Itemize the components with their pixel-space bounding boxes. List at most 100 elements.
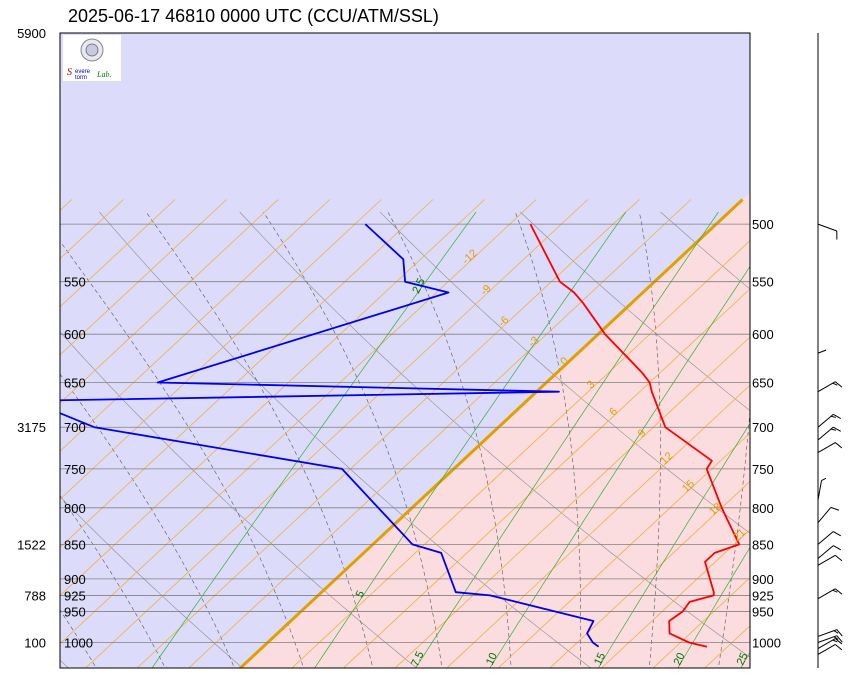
mixing-ratio-line (151, 211, 477, 668)
isotherm (60, 199, 537, 645)
height-label: 100 (24, 636, 46, 651)
grid-lines (60, 198, 850, 678)
mixing-ratio-label: 7.5 (409, 650, 426, 669)
isotherm (60, 199, 227, 356)
mixing-ratio-label: 5 (354, 589, 367, 600)
wind-barb (817, 629, 843, 637)
wind-barb (817, 349, 827, 374)
wind-barb (817, 442, 843, 453)
isotherm (136, 199, 640, 668)
height-label: 1522 (17, 537, 46, 552)
wind-barb-flag (833, 636, 839, 640)
pressure-label-left: 850 (64, 537, 86, 552)
pressure-label-left: 650 (64, 375, 86, 390)
pressure-label-left: 1000 (64, 636, 93, 651)
wind-barb (817, 588, 843, 600)
wind-barb (817, 381, 843, 393)
wind-barb-shaft (817, 588, 836, 600)
pressure-label-left: 950 (64, 605, 86, 620)
isotherm (394, 336, 750, 668)
pressure-label-left: 550 (64, 275, 86, 290)
wind-barb-shaft (817, 629, 837, 637)
wind-barb (817, 638, 843, 649)
wind-barb-flag (835, 381, 843, 388)
pressure-label-right: 925 (752, 588, 774, 603)
pressure-label-left: 600 (64, 327, 86, 342)
wind-barb-flag (836, 629, 843, 637)
wind-barb-shaft (817, 442, 836, 453)
wind-barb-shaft (817, 531, 834, 545)
wind-barb-flag (832, 589, 838, 593)
wind-barb-flag (835, 644, 843, 651)
cold-region (60, 33, 750, 668)
wind-barb-flag (835, 554, 843, 562)
pressure-label-left: 925 (64, 588, 86, 603)
pressure-label-right: 850 (752, 537, 774, 552)
pressure-label-left: 800 (64, 501, 86, 516)
wind-barb (817, 554, 843, 566)
mixing-ratio-label: 2.5 (410, 276, 427, 295)
isotherm (798, 200, 850, 678)
wind-barb (817, 531, 842, 545)
wind-barb-flag (833, 531, 842, 537)
isotherm (60, 199, 434, 548)
pressure-label-right: 950 (752, 605, 774, 620)
wind-barb-flag (833, 630, 839, 634)
isotherm (60, 199, 331, 452)
wind-barb-flag (836, 635, 843, 643)
wind-barb-shaft (817, 635, 837, 643)
wind-barb-shaft (817, 638, 836, 649)
wind-barb-shaft (817, 644, 836, 655)
wind-barb-shaft (817, 413, 834, 428)
isotherm (60, 199, 279, 404)
svg-text:Lab.: Lab. (96, 70, 111, 79)
wind-barb-flag (832, 382, 838, 386)
mixing-ratio-label: 15 (592, 651, 608, 667)
wind-barb (817, 477, 827, 501)
height-label: 5900 (17, 26, 46, 41)
pressure-label-right: 500 (752, 217, 774, 232)
wind-barb (817, 413, 842, 428)
wind-barb-flag (833, 426, 842, 432)
wind-barb (817, 506, 840, 524)
mixing-ratio-label: 10 (484, 651, 500, 667)
pressure-label-right: 750 (752, 462, 774, 477)
pressure-label-right: 600 (752, 327, 774, 342)
moist-adiabat (639, 211, 661, 668)
pressure-label-left: 700 (64, 420, 86, 435)
svg-text:torm: torm (75, 75, 87, 81)
mixing-ratio-line (677, 546, 750, 668)
zero-isotherm (238, 198, 744, 668)
wind-barb-flag (835, 442, 843, 449)
moist-adiabat (387, 211, 512, 668)
wind-barbs (817, 33, 843, 668)
pressure-label-right: 550 (752, 275, 774, 290)
temperature-profile (529, 223, 741, 648)
isotherm (497, 432, 750, 668)
wind-barb-shaft (817, 545, 834, 559)
dry-adiabat (801, 212, 850, 678)
pressure-label-right: 1000 (752, 636, 781, 651)
plot-frame (59, 32, 751, 669)
isotherm (600, 528, 750, 668)
wind-barb-shaft (817, 223, 837, 232)
dry-adiabat (99, 211, 592, 668)
wind-barb-flag (833, 413, 842, 420)
mixing-ratio-label: 20 (672, 651, 688, 667)
height-label: 3175 (17, 420, 46, 435)
dry-adiabat (60, 331, 418, 668)
pressure-label-left: 900 (64, 572, 86, 587)
moist-adiabat (263, 211, 443, 668)
wind-barb (817, 545, 842, 559)
wind-barb-flag (832, 639, 838, 643)
pressure-label-right: 700 (752, 420, 774, 435)
moist-adiabat (60, 373, 235, 668)
svg-text:evere: evere (75, 69, 91, 75)
wind-barb (817, 223, 838, 240)
pressure-label-right: 900 (752, 572, 774, 587)
profiles (60, 223, 741, 648)
isotherm (342, 288, 750, 668)
isotherm (446, 384, 750, 668)
wind-barb-shaft (817, 507, 832, 524)
isotherm (652, 577, 750, 668)
